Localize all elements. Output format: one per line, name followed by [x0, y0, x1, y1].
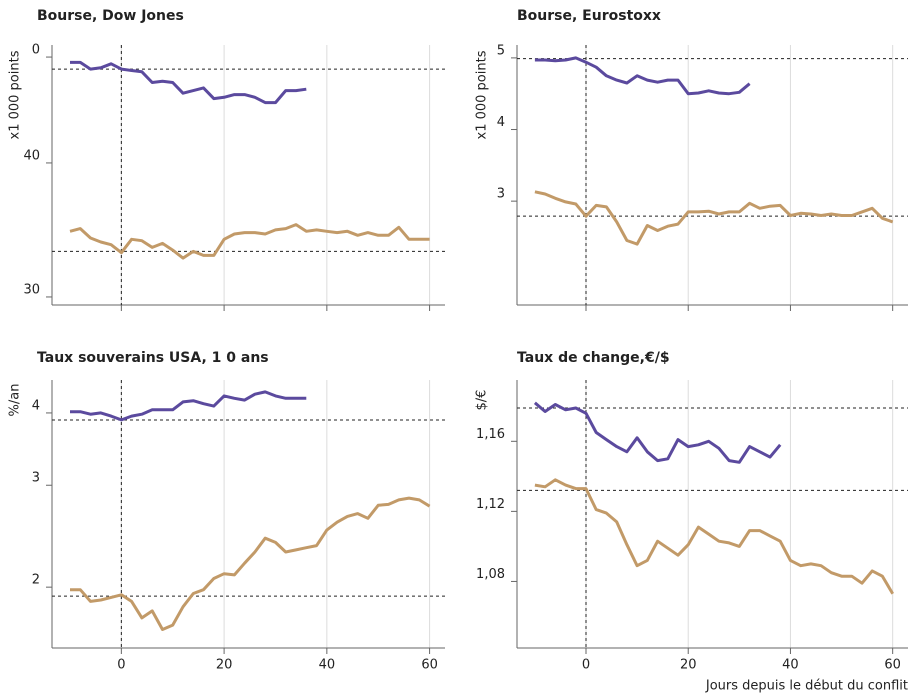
- y-tick-label: 4: [497, 115, 505, 130]
- y-tick-label: 30: [23, 282, 40, 297]
- y-tick-label: 3: [497, 187, 505, 202]
- series-line: [69, 223, 430, 260]
- series-line: [70, 496, 431, 631]
- y-axis-label: x1 000 points: [8, 50, 23, 139]
- y-tick-label: 1,16: [476, 427, 505, 442]
- y-tick-label: 1,08: [476, 567, 505, 582]
- series-line: [534, 478, 894, 595]
- x-axis-label: Jours depuis le début du conflit: [705, 679, 908, 694]
- y-tick-label: 0: [32, 43, 40, 58]
- y-axis-label: %/an: [8, 384, 23, 417]
- chart-title: Bourse, Dow Jones: [37, 8, 184, 24]
- y-tick-label: 3: [32, 471, 40, 486]
- y-tick-label: 1,12: [476, 497, 505, 512]
- x-tick-label: 60: [884, 658, 901, 673]
- y-axis-label: $/€: [475, 390, 490, 411]
- series-line: [70, 390, 307, 422]
- y-tick-label: 4: [32, 398, 40, 413]
- y-axis-label: x1 000 points: [475, 50, 490, 139]
- y-tick-label: 40: [23, 148, 40, 163]
- chart-title: Taux de change,€/$: [517, 350, 670, 366]
- x-tick-label: 0: [582, 658, 590, 673]
- x-tick-label: 60: [421, 658, 438, 673]
- y-tick-label: 5: [497, 43, 505, 58]
- series-line: [534, 56, 751, 96]
- series-line: [534, 190, 894, 246]
- x-tick-label: 0: [117, 658, 125, 673]
- chart-title: Taux souverains USA, 1 0 ans: [37, 350, 269, 366]
- series-line: [70, 60, 307, 105]
- y-tick-label: 2: [32, 573, 40, 588]
- x-tick-label: 20: [680, 658, 697, 673]
- chart-title: Bourse, Eurostoxx: [517, 8, 661, 24]
- x-tick-label: 40: [782, 658, 799, 673]
- x-tick-label: 40: [319, 658, 336, 673]
- x-tick-label: 20: [216, 658, 233, 673]
- series-line: [533, 401, 782, 464]
